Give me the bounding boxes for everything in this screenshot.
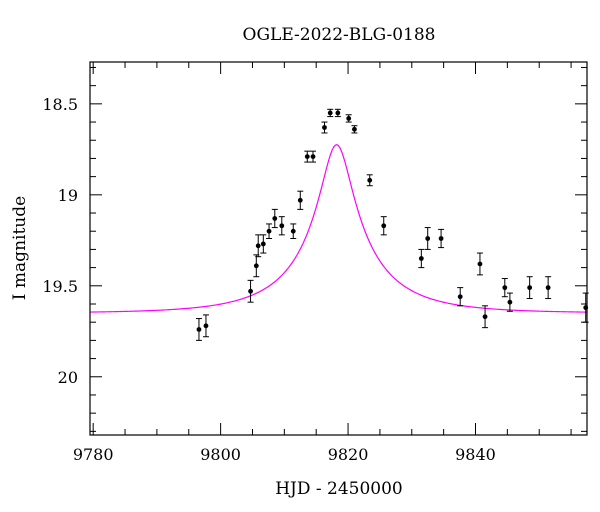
data-point <box>366 174 373 187</box>
data-point <box>278 216 285 236</box>
data-point <box>253 254 260 278</box>
point-marker <box>279 223 285 229</box>
point-marker <box>255 243 261 249</box>
point-marker <box>335 110 341 116</box>
x-axis-label: HJD - 2450000 <box>275 479 403 499</box>
data-point <box>334 108 341 118</box>
point-marker <box>253 263 259 269</box>
data-point <box>195 318 202 341</box>
chart-title: OGLE-2022-BLG-0188 <box>243 25 436 45</box>
model-curve <box>89 144 588 313</box>
point-marker <box>438 236 444 241</box>
point-marker <box>457 294 463 300</box>
data-point <box>424 227 431 250</box>
data-point <box>545 276 552 300</box>
point-marker <box>482 314 488 320</box>
point-marker <box>203 323 209 329</box>
point-marker <box>346 116 352 121</box>
point-marker <box>290 228 296 234</box>
data-point <box>501 278 508 298</box>
point-marker <box>327 110 333 116</box>
data-point <box>380 216 387 236</box>
point-marker <box>352 126 357 132</box>
data-point <box>476 252 483 276</box>
data-point <box>290 223 297 239</box>
point-marker <box>477 261 483 267</box>
data-point <box>351 125 358 134</box>
data-point <box>482 305 489 329</box>
point-marker <box>310 154 316 160</box>
data-point <box>297 190 304 210</box>
data-point <box>418 248 425 269</box>
data-point <box>255 234 262 258</box>
x-tick-label: 9840 <box>455 445 496 464</box>
tick-labels: 9780 9800 9820 9840 18.5 19 19.5 20 <box>42 95 495 464</box>
point-marker <box>381 223 387 229</box>
x-tick-label: 9800 <box>200 445 241 464</box>
point-marker <box>545 285 551 291</box>
data-point <box>310 150 317 163</box>
data-point <box>271 208 278 229</box>
data-point <box>457 287 464 307</box>
point-marker <box>507 299 513 305</box>
point-marker <box>248 288 253 294</box>
data-point <box>321 121 328 134</box>
y-tick-label: 20 <box>58 368 78 387</box>
point-marker <box>527 285 533 291</box>
data-point <box>304 150 311 163</box>
axis-ticks <box>90 62 587 435</box>
point-marker <box>304 154 310 160</box>
y-tick-label: 19 <box>58 186 78 205</box>
data-point <box>247 279 254 303</box>
point-marker <box>260 241 266 247</box>
data-point <box>266 223 273 239</box>
data-point <box>526 276 533 300</box>
data-point <box>506 292 513 312</box>
data-point <box>582 292 589 323</box>
point-marker <box>266 228 272 234</box>
point-marker <box>502 285 508 291</box>
x-tick-label: 9780 <box>73 445 114 464</box>
point-marker <box>196 327 202 332</box>
point-marker <box>418 256 424 261</box>
point-marker <box>272 216 278 221</box>
x-tick-label: 9820 <box>328 445 369 464</box>
data-point <box>260 234 267 254</box>
data-point <box>202 314 209 338</box>
point-marker <box>322 125 327 130</box>
data-points <box>195 108 589 341</box>
point-marker <box>425 236 431 241</box>
data-point <box>345 114 352 123</box>
y-axis-label: I magnitude <box>10 196 30 300</box>
y-tick-label: 18.5 <box>42 95 78 114</box>
plot-frame <box>89 61 588 436</box>
data-point <box>327 108 334 118</box>
point-marker <box>367 177 373 183</box>
data-point <box>438 228 445 249</box>
point-marker <box>297 197 303 203</box>
y-tick-label: 19.5 <box>42 277 78 296</box>
